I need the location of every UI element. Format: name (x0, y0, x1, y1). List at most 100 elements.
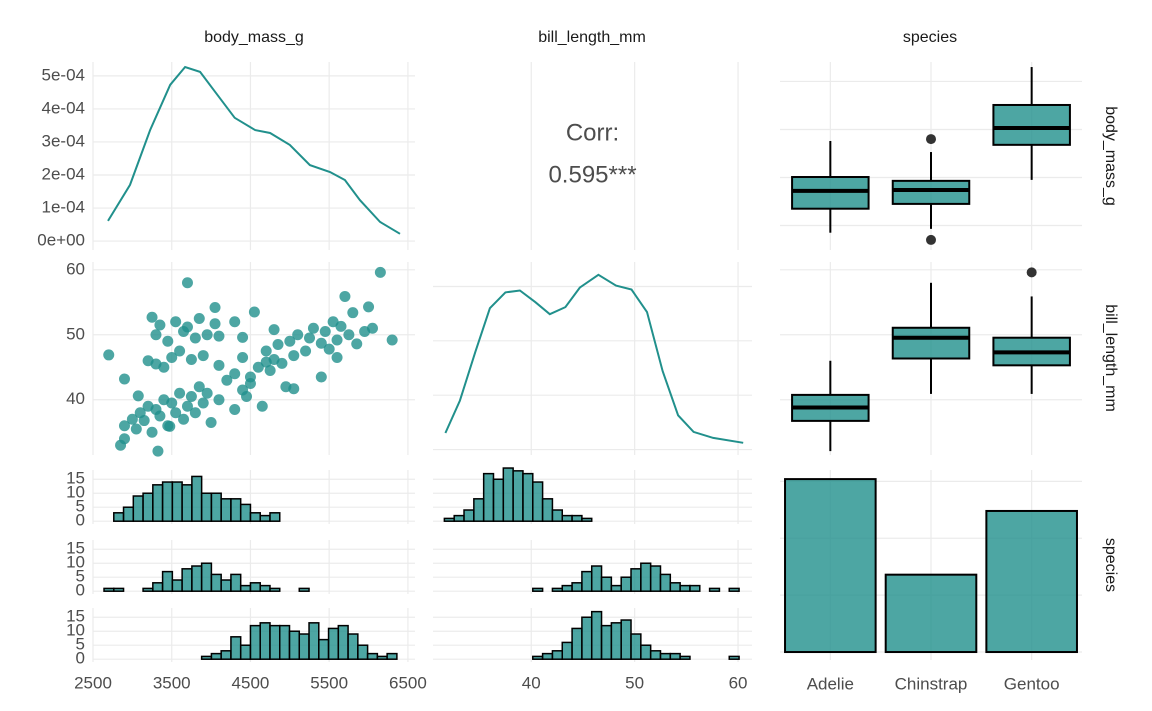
point (284, 335, 296, 347)
point (229, 368, 241, 380)
point (292, 329, 304, 341)
point (307, 322, 319, 334)
hist-bar (249, 512, 261, 522)
point (118, 433, 130, 445)
bar (985, 509, 1078, 654)
hist-bar (210, 652, 222, 660)
point (205, 417, 217, 429)
point (315, 337, 327, 349)
point (132, 390, 144, 402)
hist-bar (571, 582, 583, 592)
point (252, 361, 264, 373)
hist-bar (541, 498, 554, 522)
point (146, 426, 158, 438)
x-tick-label: Gentoo (1004, 674, 1060, 693)
hist-bar (357, 644, 369, 660)
point (331, 352, 343, 364)
x-tick-label: Adelie (807, 674, 854, 693)
hist-bar (512, 470, 524, 522)
hist-bar (239, 644, 252, 660)
hist-bar (590, 610, 603, 660)
strip-label: body_mass_g (1102, 106, 1119, 206)
hist-bar (679, 584, 691, 592)
hist-bar (571, 514, 583, 522)
hist-bar (239, 584, 252, 592)
y-tick-label: 3e-04 (42, 131, 85, 150)
y-tick-label: 60 (66, 259, 85, 278)
hist-bar (600, 624, 613, 660)
point (197, 397, 209, 409)
x-tick-label: 4500 (232, 673, 270, 692)
point (347, 307, 359, 319)
x-tick-label: Chinstrap (895, 674, 968, 693)
point (335, 320, 347, 332)
point (315, 371, 327, 383)
hist-bar (728, 587, 740, 592)
hist-bar (600, 576, 613, 592)
hist-bar (200, 562, 213, 592)
hist-bar (161, 481, 174, 522)
point (174, 345, 186, 357)
hist-bar (230, 636, 242, 660)
hist-bar (551, 650, 564, 660)
point (189, 407, 201, 419)
outlier (926, 234, 936, 245)
hist-bar (366, 652, 379, 660)
hist-bar (308, 622, 320, 660)
point (288, 383, 300, 395)
point (166, 397, 178, 409)
hist-bar (482, 472, 495, 522)
hist-bar (728, 655, 740, 660)
hist-bar (230, 573, 242, 592)
hist-bar (210, 492, 222, 522)
y-tick-label: 10 (66, 621, 85, 640)
y-tick-label: 5 (76, 567, 85, 586)
point (260, 345, 272, 357)
y-tick-label: 10 (66, 553, 85, 572)
hist-bar (561, 641, 573, 660)
hist-bar (220, 650, 232, 660)
point (221, 374, 233, 386)
hist-bar (132, 495, 144, 522)
hist-bar (610, 622, 622, 660)
point (138, 415, 150, 427)
point (323, 343, 335, 355)
hist-bar (142, 492, 154, 522)
hist-bar (630, 568, 642, 592)
point (264, 365, 276, 377)
point (178, 413, 190, 425)
point (193, 381, 205, 393)
point (319, 326, 331, 338)
hist-bar (103, 587, 115, 592)
x-tick-label: 2500 (74, 673, 112, 692)
point (142, 355, 154, 367)
hist-bar (463, 509, 475, 522)
point (201, 329, 213, 341)
y-tick-label: 5 (76, 635, 85, 654)
point (193, 313, 205, 325)
hist-bar (640, 644, 652, 660)
hist-bar (649, 650, 662, 660)
x-tick-label: 5500 (310, 673, 348, 692)
strip-label: bill_length_mm (1102, 304, 1119, 412)
hist-bar (551, 509, 564, 522)
corr-value: 0.595*** (548, 161, 636, 188)
hist-bar (532, 655, 544, 660)
hist-bar (161, 570, 174, 592)
strip-label: bill_length_mm (538, 29, 646, 46)
hist-bar (230, 498, 242, 522)
point (244, 371, 256, 383)
hist-bar (152, 582, 164, 592)
y-tick-label: 0 (76, 649, 85, 668)
hist-bar (502, 467, 514, 522)
point (339, 290, 351, 302)
hist-bar (581, 570, 593, 592)
hist-bar (200, 655, 213, 660)
hist-bar (122, 506, 135, 522)
point (229, 316, 241, 328)
point (363, 301, 375, 313)
hist-bar (142, 587, 154, 592)
y-tick-label: 15 (66, 469, 85, 488)
hist-bar (649, 565, 662, 592)
y-tick-label: 10 (66, 483, 85, 502)
